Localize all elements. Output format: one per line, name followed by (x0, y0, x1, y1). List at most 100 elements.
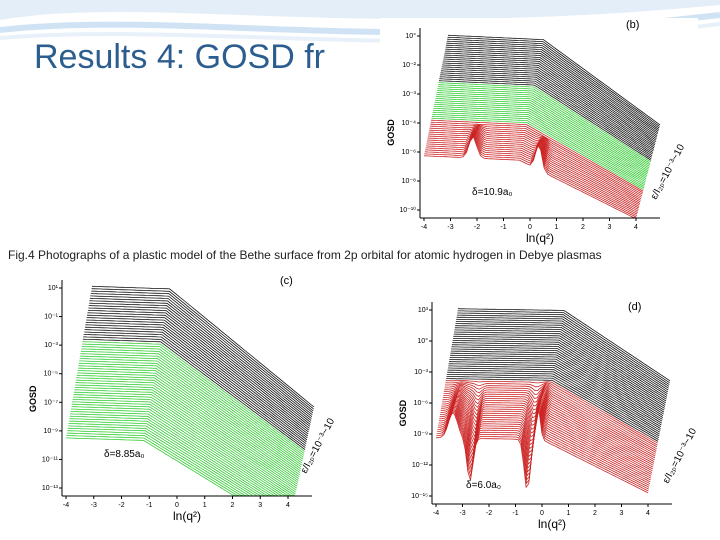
x-axis-label: ln(q²) (526, 231, 554, 245)
surface-curve (427, 128, 641, 204)
surface-curve (442, 389, 656, 459)
epsilon-label: ε/I₂ₚ=10⁻³~10 (299, 416, 337, 475)
y-tick-label: 10³ (418, 307, 429, 314)
surface-curve (447, 36, 660, 127)
surface-curve (439, 398, 652, 475)
surface-curve (441, 392, 654, 464)
surface-curve (443, 387, 656, 455)
surface-curve (440, 74, 653, 157)
surface-curve (438, 82, 651, 163)
x-tick-label: 2 (581, 224, 585, 231)
surface-curve (79, 360, 302, 468)
y-tick-label: 10⁻¹¹ (42, 456, 59, 463)
surface-curve (446, 40, 660, 130)
surface-curve (423, 135, 637, 219)
surface-curve (434, 102, 647, 178)
y-tick-label: 10⁻¹ (44, 314, 58, 321)
surface-curve (442, 64, 655, 149)
surface-curve (68, 420, 291, 497)
x-tick-label: 1 (555, 224, 559, 231)
surface-curve (447, 367, 661, 433)
surface-curve (448, 363, 661, 429)
surface-curve (442, 390, 655, 461)
surface-curve (430, 123, 643, 195)
surface-curve (445, 380, 658, 444)
surface-curve (453, 335, 666, 406)
surface-curve (444, 52, 657, 140)
surface-curve (431, 119, 644, 192)
y-tick-label: 10⁻¹³ (42, 485, 59, 492)
y-axis-label: GOSD (398, 399, 408, 426)
surface-curve (436, 92, 649, 170)
surface-curve (425, 132, 639, 212)
surface-curve (81, 346, 304, 456)
surface-curve (73, 391, 297, 493)
epsilon-label: ε/I₂ₚ=10⁻³~10 (661, 426, 699, 485)
figure-caption: Fig.4 Photographs of a plastic model of … (8, 248, 714, 262)
x-tick-label: -1 (500, 224, 506, 231)
epsilon-label: ε/I₂ₚ=10⁻³~10 (649, 142, 687, 201)
x-tick-label: -4 (421, 224, 427, 231)
surface-curve (435, 96, 649, 173)
surface-curve (447, 38, 660, 129)
surface-curve (85, 324, 308, 439)
surface-curve (78, 365, 301, 472)
surface-curve (86, 317, 309, 433)
surface-curve (439, 78, 652, 160)
surface-curve (440, 70, 654, 153)
surface-curve (456, 318, 669, 391)
surface-curve (454, 329, 667, 400)
surface-curve (433, 106, 647, 181)
x-tick-label: -4 (63, 502, 69, 509)
surface-curve (75, 379, 299, 483)
surface-curve (446, 376, 659, 440)
y-axis-label: GOSD (386, 119, 396, 146)
surface-curve (424, 134, 637, 217)
surface-curve (433, 108, 646, 183)
surface-curve (426, 131, 639, 210)
surface-curve (78, 362, 302, 470)
y-axis-label: GOSD (28, 385, 38, 412)
surface-curve (86, 319, 309, 435)
surface-curve (91, 288, 314, 410)
surface-curve (90, 295, 313, 416)
surface-curve (89, 302, 312, 421)
surface-curve (450, 350, 664, 418)
surface-curve (84, 326, 308, 441)
panel-d-plot: 10³ 10° 10⁻³ 10⁻⁶ 10⁻⁹ 10⁻¹² 10⁻¹⁵ -4 -3 -2 -1 0 1 2 3… (398, 301, 699, 531)
surface-curve (424, 135, 637, 218)
surface-curve (442, 62, 655, 147)
y-tick-label: 10⁻⁸ (402, 178, 416, 185)
y-tick-label: 10⁻³ (414, 369, 428, 376)
surface-curve (84, 329, 307, 443)
surface-curve (443, 386, 657, 453)
surface-curve (429, 126, 642, 198)
surface-curve (89, 297, 313, 418)
surface-curve (88, 305, 311, 423)
surface-curve (442, 391, 655, 462)
surface-curve (74, 389, 297, 491)
surface-curve (427, 130, 640, 207)
surface-curve (75, 384, 298, 487)
surface-curve (66, 435, 289, 497)
x-tick-label: 1 (567, 510, 571, 517)
surface-curve (446, 42, 659, 132)
panel-d: 10³ 10° 10⁻³ 10⁻⁶ 10⁻⁹ 10⁻¹² 10⁻¹⁵ -4 -3 -2 -1 0 1 2 3… (388, 272, 706, 538)
panel-label: (d) (628, 301, 641, 313)
surface-curve (451, 348, 664, 417)
surface-curve (445, 48, 658, 137)
surface-curve (69, 418, 292, 497)
surface-curve (91, 285, 315, 408)
surface-curve (439, 76, 652, 158)
surface-curve (452, 342, 665, 411)
delta-label: δ=8.85a₀ (104, 449, 145, 460)
x-tick-label: -3 (91, 502, 97, 509)
y-tick-label: 10⁻³ (402, 91, 416, 98)
surface-curve (437, 88, 650, 167)
panel-b: 10° 10⁻² 10⁻³ 10⁻⁴ 10⁻⁶ 10⁻⁸ 10⁻¹⁰ -4 -3 -2 -1 0 1 2 3… (380, 18, 698, 246)
x-tick-label: 3 (608, 224, 612, 231)
surface-curve (444, 382, 658, 448)
surface-curve (446, 378, 659, 442)
surface-curve (438, 84, 651, 164)
x-tick-label: 4 (646, 510, 650, 517)
